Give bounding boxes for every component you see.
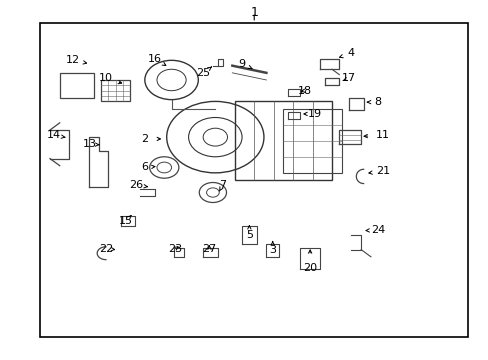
Text: 5: 5 xyxy=(245,230,252,240)
Text: 26: 26 xyxy=(129,180,143,190)
Text: 17: 17 xyxy=(341,73,355,83)
Bar xyxy=(234,102,331,180)
Text: 27: 27 xyxy=(202,244,216,253)
Bar xyxy=(283,109,341,173)
Text: 22: 22 xyxy=(99,244,113,253)
Text: 12: 12 xyxy=(66,55,80,65)
Text: 4: 4 xyxy=(347,48,354,58)
Bar xyxy=(60,73,94,98)
Text: 3: 3 xyxy=(269,245,276,255)
Text: 21: 21 xyxy=(375,166,389,176)
Text: 11: 11 xyxy=(375,130,389,140)
Text: 23: 23 xyxy=(168,244,182,253)
Text: 14: 14 xyxy=(47,130,61,140)
Text: 9: 9 xyxy=(238,59,245,69)
Text: 13: 13 xyxy=(82,139,97,149)
Text: 15: 15 xyxy=(118,216,132,226)
Bar xyxy=(101,80,130,102)
Text: 1: 1 xyxy=(250,6,258,19)
Text: 20: 20 xyxy=(303,262,317,273)
Text: 24: 24 xyxy=(370,225,385,235)
Text: 19: 19 xyxy=(307,109,322,119)
Text: 7: 7 xyxy=(219,180,226,190)
Text: 18: 18 xyxy=(298,86,312,96)
Bar xyxy=(40,23,467,337)
Text: 16: 16 xyxy=(147,54,161,64)
Text: 8: 8 xyxy=(374,97,381,107)
Text: 10: 10 xyxy=(99,73,113,83)
Text: 6: 6 xyxy=(141,162,148,172)
Text: 2: 2 xyxy=(141,134,148,144)
Text: 25: 25 xyxy=(196,68,210,78)
